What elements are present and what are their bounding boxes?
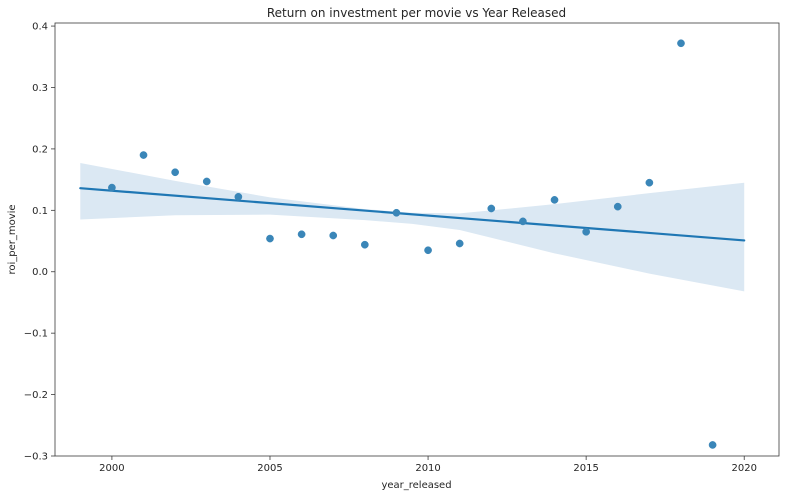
scatter-point [234, 192, 243, 201]
regression-line-layer [79, 187, 746, 242]
y-tick-label: −0.3 [24, 452, 48, 463]
scatter-point [108, 183, 116, 192]
x-axis-label: year_released [381, 480, 451, 491]
x-tick-label: 2010 [415, 463, 440, 474]
scatter-point [519, 217, 527, 226]
scatter-point [202, 177, 211, 186]
scatter-point [550, 196, 559, 204]
y-tick-label: 0.3 [32, 83, 48, 94]
scatter-point [266, 234, 274, 243]
plot-frame [54, 22, 780, 457]
chart-title: Return on investment per movie vs Year R… [267, 6, 566, 20]
y-axis-ticks: −0.3 −0.2 −0.1 0.0 0.1 0.2 0.3 0.4 [24, 22, 55, 463]
y-tick-label: 0.1 [32, 206, 48, 217]
scatter-point [582, 227, 590, 236]
scatter-point [329, 231, 338, 240]
scatter-point [455, 239, 464, 248]
scatter-point [297, 230, 306, 239]
y-axis-label: roi_per_movie [7, 204, 18, 274]
scatter-point [392, 208, 401, 217]
scatter-point [487, 204, 496, 213]
confidence-band [80, 163, 745, 292]
scatter-point [424, 246, 432, 255]
scatter-point [645, 178, 654, 187]
x-tick-label: 2005 [257, 463, 282, 474]
confidence-band-layer [80, 163, 745, 292]
x-tick-label: 2015 [573, 463, 598, 474]
y-tick-label: 0.0 [32, 267, 48, 278]
y-tick-label: −0.1 [24, 329, 48, 340]
y-tick-label: 0.2 [32, 144, 48, 155]
x-tick-label: 2000 [99, 463, 124, 474]
x-tick-label: 2020 [731, 463, 756, 474]
scatter-point [677, 39, 685, 48]
scatter-point [360, 240, 369, 249]
scatter-points-layer [108, 39, 717, 449]
y-tick-label: −0.2 [24, 390, 48, 401]
scatter-point [613, 202, 622, 211]
scatter-point [139, 151, 148, 159]
regression-line [79, 187, 746, 242]
x-axis-ticks: 2000 2005 2010 2015 2020 [99, 456, 757, 474]
scatter-point [171, 168, 179, 177]
scatter-point [708, 441, 717, 449]
y-tick-label: 0.4 [32, 22, 48, 33]
